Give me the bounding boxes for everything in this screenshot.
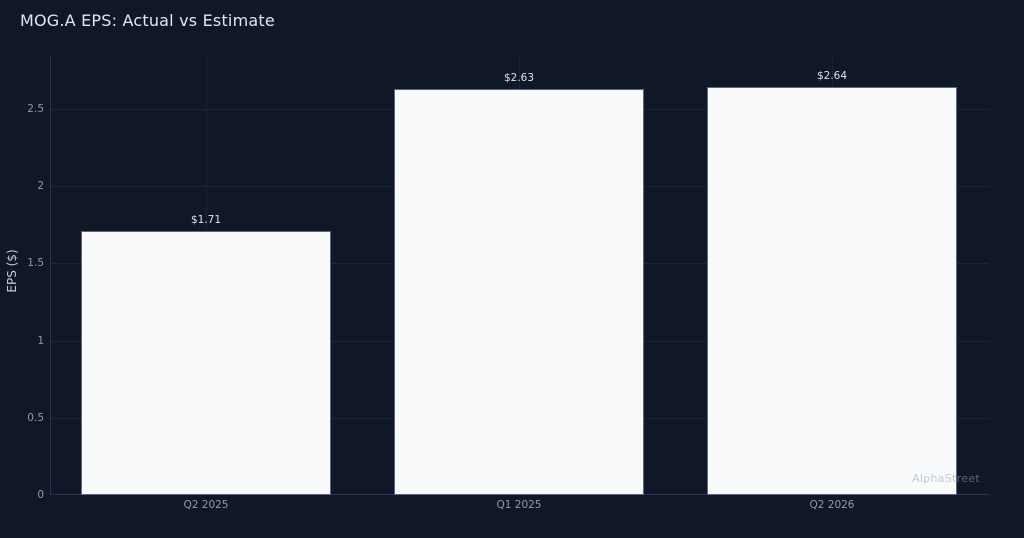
y-tick-label: 1.5 — [27, 257, 44, 269]
x-tick-label: Q2 2026 — [809, 499, 855, 511]
y-tick-label: 0 — [37, 489, 44, 501]
watermark: AlphaStreet — [912, 472, 981, 485]
bar — [394, 89, 644, 495]
x-tick-label: Q1 2025 — [496, 499, 542, 511]
y-tick-label: 2 — [37, 180, 44, 192]
bar-value-label: $2.63 — [503, 72, 535, 84]
bar — [81, 231, 331, 495]
x-tick-label: Q2 2025 — [183, 499, 229, 511]
y-axis-title: EPS ($) — [5, 249, 19, 293]
y-tick-label: 2.5 — [27, 103, 44, 115]
bar — [707, 87, 957, 495]
y-axis-line — [50, 55, 51, 495]
bar-value-label: $1.71 — [190, 214, 222, 226]
y-tick-label: 0.5 — [27, 412, 44, 424]
chart-title: MOG.A EPS: Actual vs Estimate — [20, 11, 275, 30]
bar-value-label: $2.64 — [816, 70, 848, 82]
y-tick-label: 1 — [37, 335, 44, 347]
